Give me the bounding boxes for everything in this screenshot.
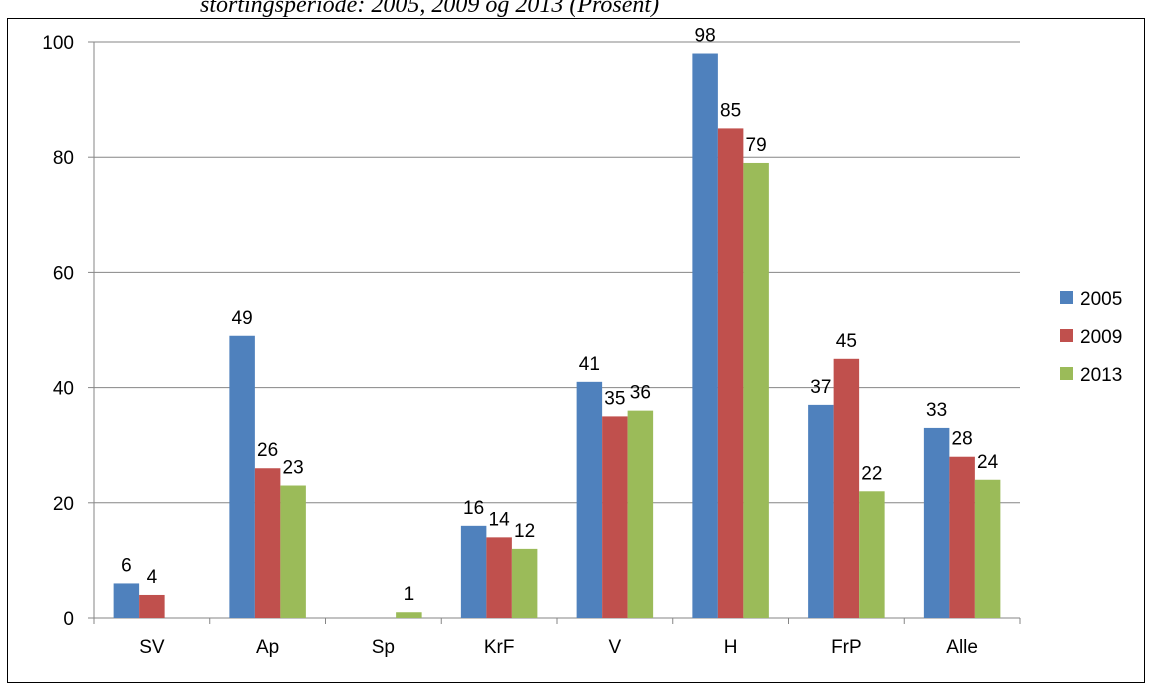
y-tick-label: 40: [53, 379, 74, 400]
data-label: 6: [121, 555, 132, 576]
x-category-label: H: [724, 637, 738, 658]
data-label: 28: [952, 429, 973, 450]
legend-label: 2005: [1080, 289, 1122, 310]
x-category-label: Ap: [256, 637, 279, 658]
data-label: 37: [810, 377, 831, 398]
data-label: 1: [404, 584, 415, 605]
bar-2009-H: [717, 128, 744, 618]
data-label: 23: [283, 458, 304, 479]
chart-caption: stortingsperiode: 2005, 2009 og 2013 (Pr…: [200, 0, 660, 18]
legend-label: 2009: [1080, 327, 1122, 348]
data-label: 35: [604, 388, 625, 409]
x-category-label: FrP: [831, 637, 862, 658]
bar-2013-FrP: [859, 491, 885, 618]
x-category-label: V: [609, 637, 622, 658]
bar-2005-Alle: [923, 427, 950, 618]
x-category-label: Alle: [946, 637, 978, 658]
data-label: 22: [861, 463, 882, 484]
bar-2013-KrF: [511, 548, 538, 618]
bar-2005-V: [576, 381, 603, 618]
data-label: 12: [514, 521, 535, 542]
y-tick-label: 0: [63, 609, 74, 630]
bar-2005-SV: [113, 583, 140, 618]
data-label: 45: [836, 331, 857, 352]
data-label: 41: [579, 354, 600, 375]
bar-2013-Sp: [396, 612, 422, 618]
bar-2005-H: [692, 53, 718, 618]
data-label: 36: [630, 383, 651, 404]
data-label: 26: [257, 440, 278, 461]
y-tick-label: 80: [53, 148, 74, 169]
data-label: 98: [695, 26, 716, 47]
data-label: 49: [232, 308, 253, 329]
bar-2009-Ap: [254, 468, 281, 618]
y-tick-label: 60: [53, 263, 74, 284]
bar-2013-V: [627, 410, 654, 618]
x-category-label: SV: [139, 637, 165, 658]
data-label: 4: [147, 567, 158, 588]
bar-2005-KrF: [460, 525, 487, 618]
bar-2013-Alle: [974, 479, 1001, 618]
data-label: 24: [977, 452, 999, 473]
data-label: 85: [720, 100, 741, 121]
legend-label: 2013: [1080, 365, 1122, 386]
data-label: 79: [746, 135, 767, 156]
y-tick-label: 100: [42, 33, 74, 54]
bar-2013-H: [743, 162, 769, 618]
bar-2009-KrF: [486, 537, 512, 618]
data-label: 16: [463, 498, 484, 519]
data-label: 33: [926, 400, 947, 421]
bar-2013-Ap: [280, 485, 306, 618]
y-tick-label: 20: [53, 494, 74, 515]
bar-2009-V: [602, 416, 628, 618]
x-category-label: KrF: [484, 637, 515, 658]
bar-2009-SV: [139, 594, 165, 618]
legend-swatch-2009: [1060, 329, 1073, 342]
bar-2009-Alle: [949, 456, 975, 618]
bar-2009-FrP: [833, 358, 860, 618]
bar-2005-FrP: [808, 404, 834, 618]
legend-swatch-2013: [1060, 367, 1073, 380]
bar-2005-Ap: [229, 335, 255, 618]
legend-swatch-2005: [1060, 291, 1073, 304]
data-label: 14: [489, 509, 511, 530]
x-category-label: Sp: [372, 637, 395, 658]
